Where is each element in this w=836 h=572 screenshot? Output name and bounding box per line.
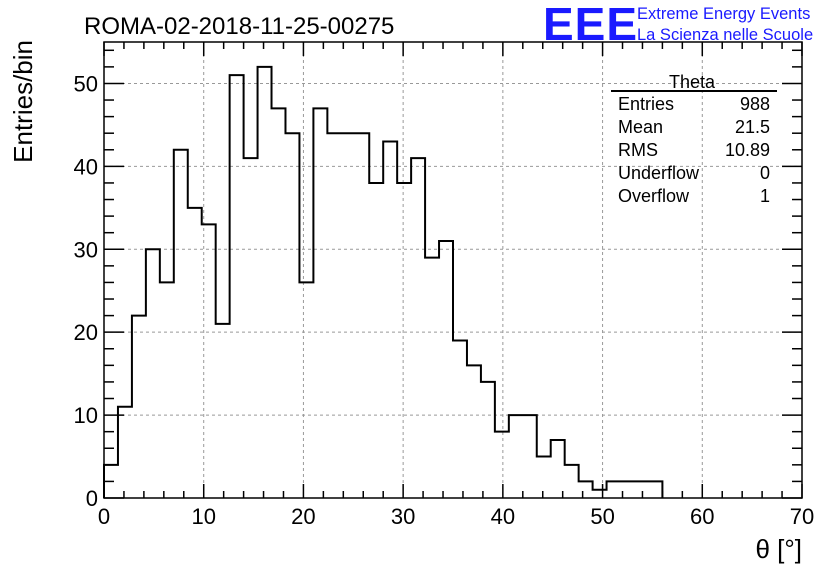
stats-row-value: 10.89	[725, 140, 770, 160]
histogram-bin	[327, 133, 341, 498]
stats-row-value: 21.5	[735, 117, 770, 137]
histogram-bin	[634, 481, 648, 498]
stats-box-title: Theta	[669, 72, 716, 92]
x-tick-labels: 0 10 20 30 40 50 60 70	[98, 504, 814, 529]
histogram-bin	[467, 365, 481, 498]
eee-logo: EEE Extreme Energy Events La Scienza nel…	[543, 0, 813, 50]
histogram-bars	[103, 65, 664, 498]
chart-title: ROMA-02-2018-11-25-00275	[84, 13, 394, 40]
histogram-bin	[244, 158, 258, 498]
histogram-bin	[523, 415, 537, 498]
x-tick-label: 40	[491, 504, 515, 529]
histogram-bin	[258, 67, 272, 498]
histogram-bin	[593, 490, 607, 498]
histogram-bin	[383, 141, 397, 498]
y-tick-label: 50	[74, 71, 98, 96]
histogram-bin	[551, 440, 565, 498]
y-axis-label: Entries/bin	[8, 40, 38, 163]
x-tick-label: 60	[690, 504, 714, 529]
histogram-bin	[369, 183, 383, 498]
histogram-bin	[648, 481, 662, 498]
histogram-bin	[397, 183, 411, 498]
histogram-bin	[509, 415, 523, 498]
eee-logo-mark: EEE	[543, 0, 638, 50]
histogram-bin	[425, 258, 439, 498]
stats-row-label: Entries	[618, 94, 674, 114]
histogram-bin	[299, 282, 313, 498]
histogram-outline	[103, 65, 664, 498]
histogram-bin	[411, 158, 425, 498]
stats-row-value: 988	[740, 94, 770, 114]
y-tick-label: 30	[74, 237, 98, 262]
plot-frame	[103, 41, 803, 499]
x-axis-label: θ [°]	[755, 534, 802, 564]
y-tick-labels: 0 10 20 30 40 50	[74, 71, 98, 511]
histogram-bin	[439, 241, 453, 498]
axis-ticks	[103, 42, 803, 499]
stats-row-label: Overflow	[618, 186, 690, 206]
histogram-bin	[160, 282, 174, 498]
stats-row-value: 0	[760, 163, 770, 183]
stats-row-value: 1	[760, 186, 770, 206]
y-tick-label: 10	[74, 403, 98, 428]
x-tick-label: 0	[98, 504, 110, 529]
histogram-bin	[132, 316, 146, 498]
histogram-bin	[579, 481, 593, 498]
histogram-bin	[537, 457, 551, 498]
y-tick-label: 0	[86, 486, 98, 511]
histogram-bin	[285, 133, 299, 498]
eee-logo-line1: Extreme Energy Events	[637, 5, 810, 23]
x-tick-label: 30	[391, 504, 415, 529]
histogram-bin	[495, 432, 509, 498]
y-tick-label: 40	[74, 154, 98, 179]
stats-box: Theta Entries 988 Mean 21.5 RMS 10.89 Underflo…	[611, 72, 777, 206]
x-tick-label: 70	[790, 504, 814, 529]
histogram-bin	[481, 382, 495, 498]
x-tick-label: 50	[590, 504, 614, 529]
histogram-bin	[355, 133, 369, 498]
histogram-bin	[146, 249, 160, 498]
histogram-bin	[174, 150, 188, 498]
stats-row-label: Mean	[618, 117, 663, 137]
histogram-bin	[118, 407, 132, 498]
histogram-bin	[216, 324, 230, 498]
histogram-bin	[565, 465, 579, 498]
stats-row-label: Underflow	[618, 163, 700, 183]
histogram-bin	[607, 481, 621, 498]
histogram-bin	[341, 133, 355, 498]
x-tick-label: 10	[191, 504, 215, 529]
stats-row-label: RMS	[618, 140, 658, 160]
y-tick-label: 20	[74, 320, 98, 345]
histogram-bin	[453, 340, 467, 498]
eee-logo-line2: La Scienza nelle Scuole	[637, 26, 813, 44]
histogram-bin	[230, 75, 244, 498]
histogram-bin	[188, 208, 202, 498]
x-tick-label: 20	[291, 504, 315, 529]
